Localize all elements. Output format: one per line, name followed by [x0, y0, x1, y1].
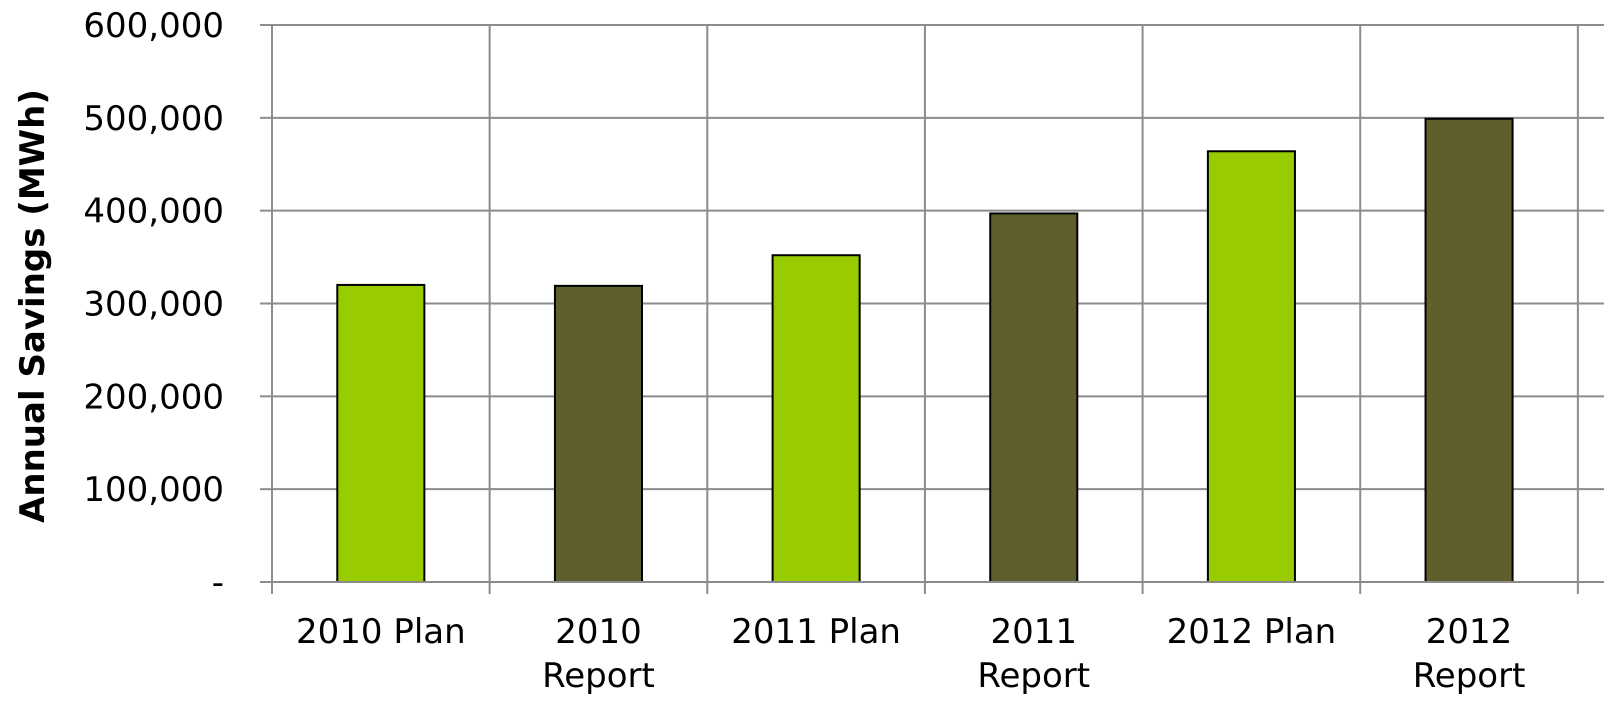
x-tick-label: Report	[977, 656, 1090, 696]
bar	[771, 254, 861, 584]
x-tick-label: 2011 Plan	[731, 612, 901, 652]
y-tick-label: 600,000	[83, 6, 224, 46]
x-tick-label: 2012	[1426, 612, 1513, 652]
y-tick-label: -	[212, 563, 224, 603]
y-tick-label: 200,000	[83, 377, 224, 417]
bar	[989, 212, 1079, 583]
x-tick-label: 2011	[990, 612, 1077, 652]
bars	[336, 117, 1514, 584]
y-tick-label: 100,000	[83, 470, 224, 510]
x-tick-label: Report	[1413, 656, 1526, 696]
bar	[1206, 150, 1296, 583]
y-tick-label: 300,000	[83, 285, 224, 325]
y-tick-label: 500,000	[83, 99, 224, 139]
x-tick-label: 2010	[555, 612, 642, 652]
grid-lines	[271, 24, 1604, 594]
x-tick-label: 2012 Plan	[1167, 612, 1337, 652]
x-tick-label: Report	[542, 656, 655, 696]
bar	[336, 283, 426, 583]
axes	[260, 24, 1604, 594]
bar	[1424, 117, 1514, 584]
bar	[553, 284, 643, 583]
y-tick-labels: - 100,000 200,000 300,000 400,000 500,000 600,…	[83, 6, 224, 603]
y-tick-label: 400,000	[83, 192, 224, 232]
y-axis-title: Annual Savings (MWh)	[13, 89, 53, 523]
x-tick-label: 2010 Plan	[296, 612, 466, 652]
